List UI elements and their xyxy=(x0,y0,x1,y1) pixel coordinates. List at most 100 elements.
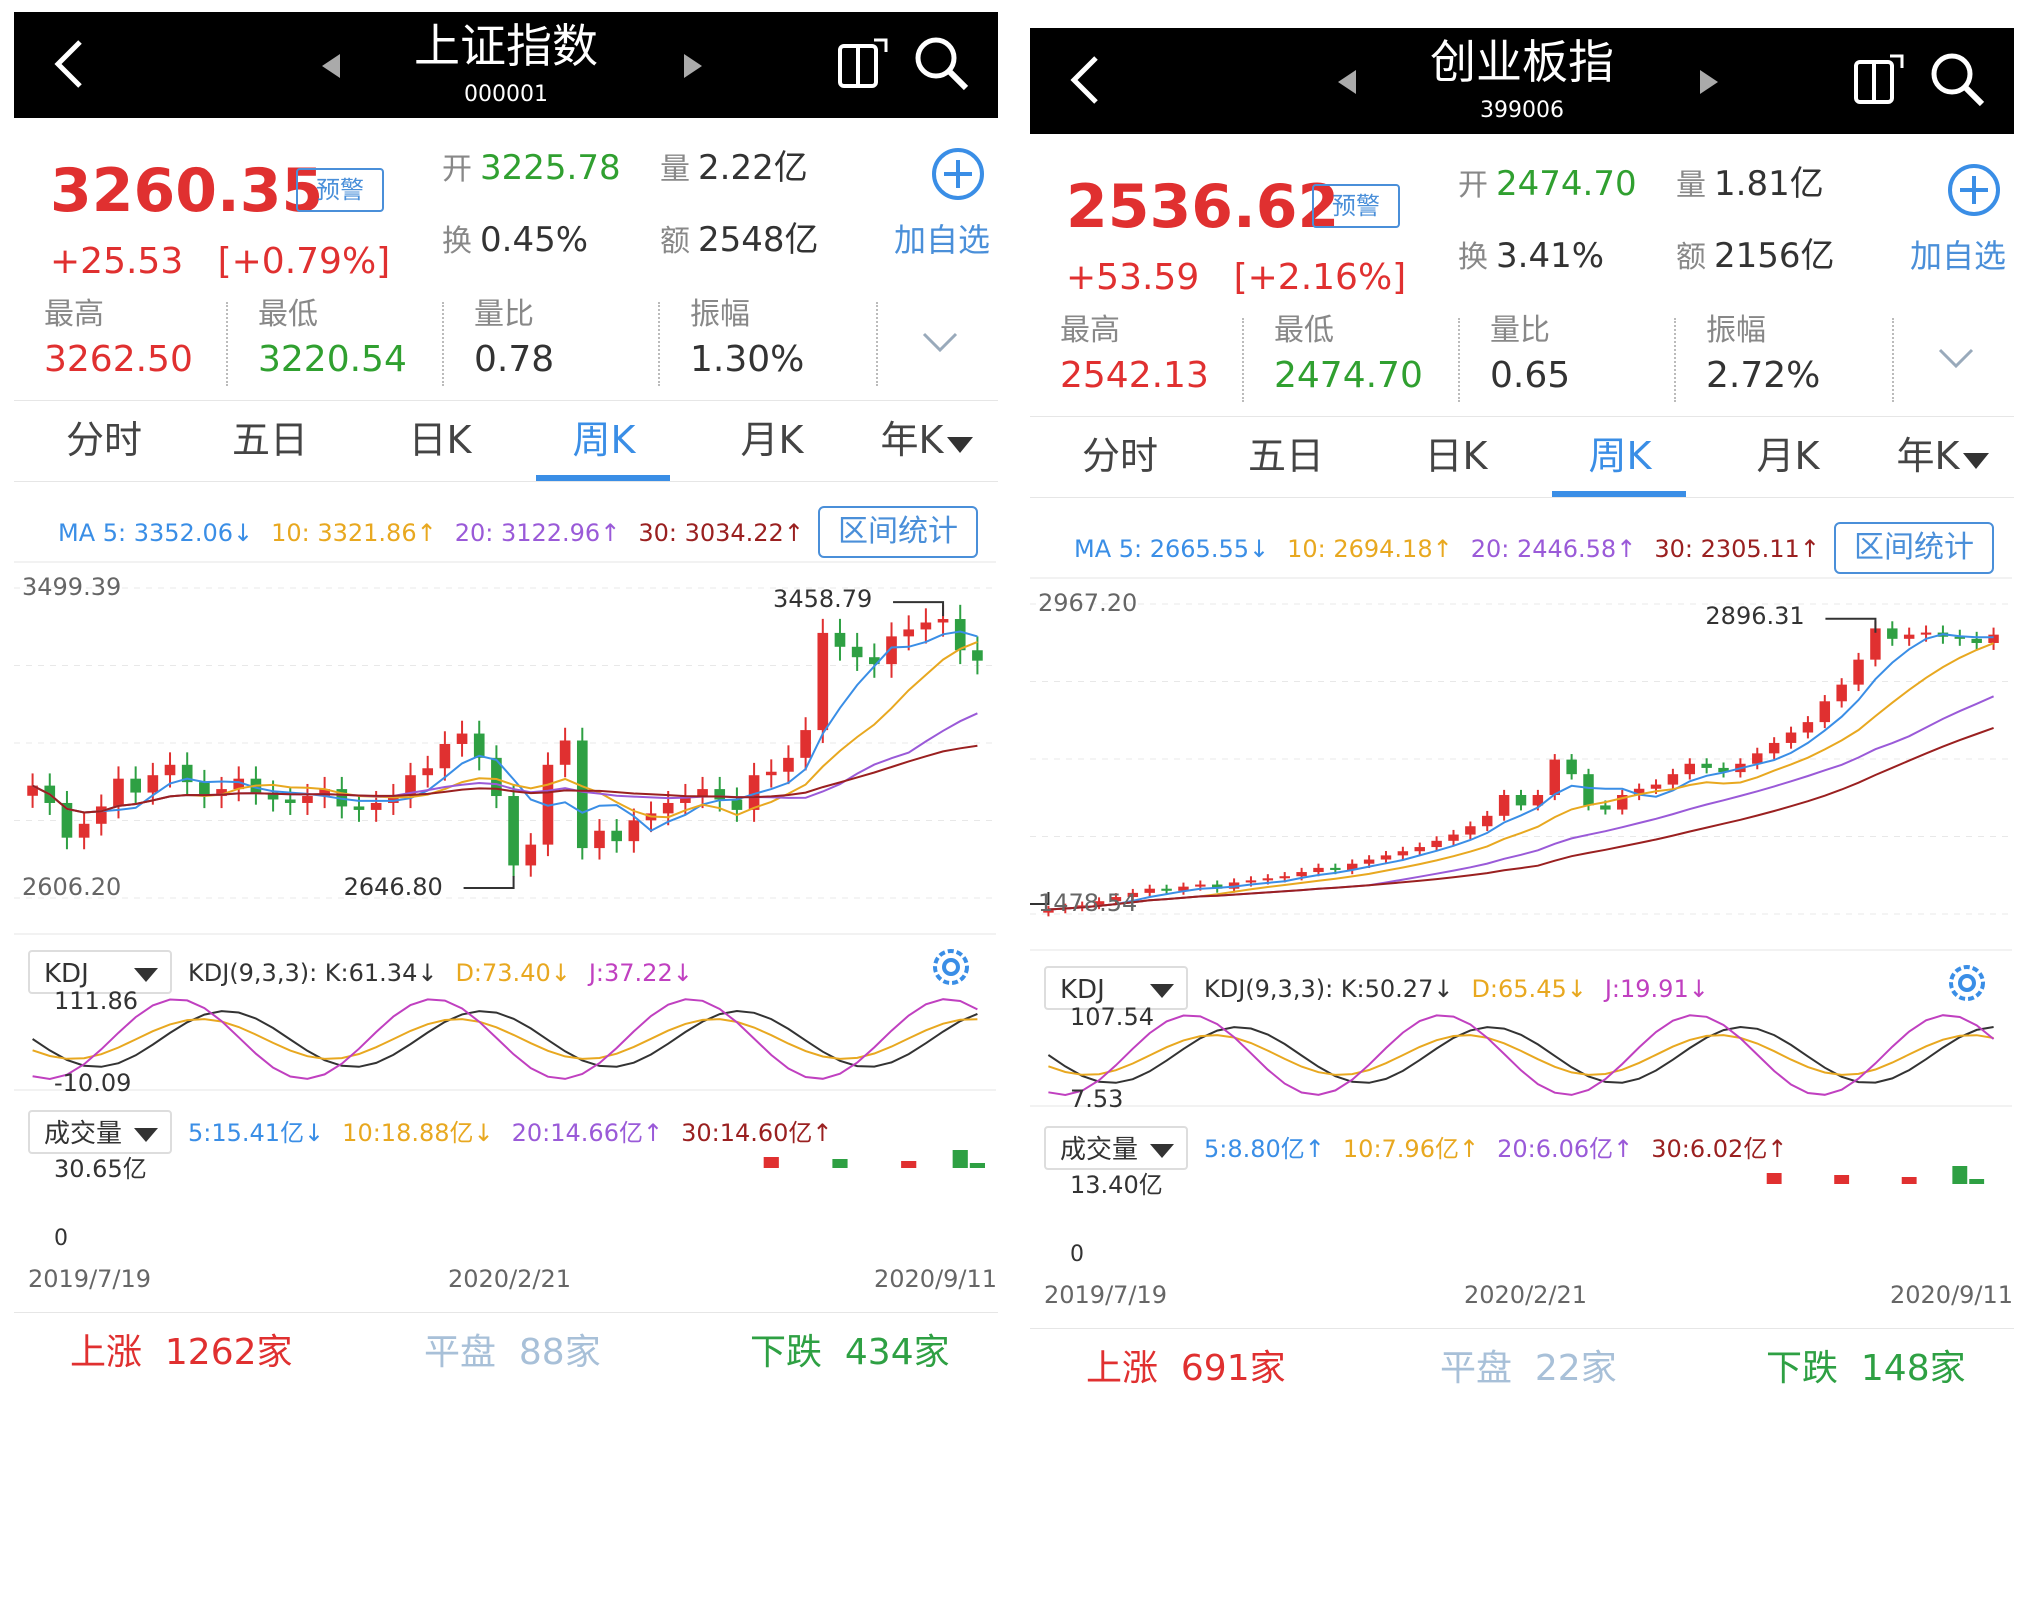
add-favorite-button[interactable]: 加自选 xyxy=(1910,237,2007,275)
kdj-k-line xyxy=(32,1009,978,1068)
candle-body xyxy=(1768,742,1780,754)
chevron-down-icon[interactable] xyxy=(1936,346,1976,370)
candle-body xyxy=(834,632,846,647)
tab-five-day[interactable]: 五日 xyxy=(231,418,308,462)
volume-select-label: 成交量 xyxy=(44,1119,123,1149)
tab-yearly-k[interactable]: 年K xyxy=(1888,417,1998,497)
tab-monthly-k[interactable]: 月K xyxy=(740,418,804,462)
candle-body xyxy=(1667,774,1679,785)
y-axis-bottom-label: 2606.20 xyxy=(22,873,122,901)
kline-chart[interactable] xyxy=(14,118,996,1168)
open-field: 开 2474.70 xyxy=(1458,162,1637,208)
candle-body xyxy=(1617,794,1628,810)
kline-chart[interactable] xyxy=(1030,134,2012,1184)
search-icon[interactable] xyxy=(912,34,972,94)
landscape-icon[interactable] xyxy=(834,36,890,92)
tab-five-day[interactable]: 五日 xyxy=(1247,434,1324,478)
add-icon[interactable] xyxy=(1946,162,2002,218)
period-tabs: 分时 五日 日K 周K 月K 年K xyxy=(14,400,998,482)
add-icon[interactable] xyxy=(930,146,986,202)
volume-bar xyxy=(901,1161,917,1168)
candle-body xyxy=(319,789,330,797)
alert-button[interactable]: 预警 xyxy=(296,168,384,212)
next-index-icon[interactable] xyxy=(682,52,704,80)
gear-icon[interactable] xyxy=(926,942,976,992)
candle-body xyxy=(714,789,726,800)
tab-daily-k[interactable]: 日K xyxy=(408,418,472,462)
ma30-label: 30: 3034.22↑ xyxy=(638,519,804,547)
candle-body xyxy=(954,619,966,651)
prev-index-icon[interactable] xyxy=(320,52,342,80)
candle-body xyxy=(1245,880,1257,883)
candle-body xyxy=(1380,855,1392,860)
tab-intraday[interactable]: 分时 xyxy=(65,418,142,462)
candle-body xyxy=(1752,753,1763,764)
volume-bar xyxy=(832,1159,848,1168)
gear-icon[interactable] xyxy=(1942,958,1992,1008)
advancers-count: 上涨 691家 xyxy=(1086,1348,1286,1389)
tab-daily-k[interactable]: 日K xyxy=(1424,434,1488,478)
volume-select[interactable]: 成交量 xyxy=(1044,1126,1188,1170)
range-stats-button[interactable]: 区间统计 xyxy=(1834,522,1994,574)
tab-weekly-k[interactable]: 周K xyxy=(572,418,636,462)
candle-body xyxy=(491,757,502,797)
vol10-label: 10:18.88亿↓ xyxy=(342,1119,494,1147)
landscape-icon[interactable] xyxy=(1850,52,1906,108)
candle-body xyxy=(1549,759,1560,795)
advancers-count: 上涨 1262家 xyxy=(70,1332,293,1373)
stat-high: 最高 2542.13 xyxy=(1060,310,1270,404)
volume-select[interactable]: 成交量 xyxy=(28,1110,172,1154)
kdj-select[interactable]: KDJ xyxy=(28,950,172,994)
vol30-label: 30:6.02亿↑ xyxy=(1651,1135,1788,1163)
candle-body xyxy=(1296,872,1307,877)
open-label: 开 xyxy=(1458,168,1488,203)
triangle-down-icon xyxy=(134,1128,158,1142)
search-icon[interactable] xyxy=(1928,50,1988,110)
candle-body xyxy=(336,789,348,807)
candle-body xyxy=(370,802,382,810)
volume-axis-top: 30.65亿 xyxy=(54,1155,147,1183)
candle-body xyxy=(1397,851,1409,856)
candle-body xyxy=(439,743,451,769)
ma10-label: 10: 2694.18↑ xyxy=(1287,535,1453,563)
kdj-select[interactable]: KDJ xyxy=(1044,966,1188,1010)
tab-monthly-k[interactable]: 月K xyxy=(1756,434,1820,478)
volume-bar xyxy=(1969,1179,1985,1184)
triangle-down-icon xyxy=(947,437,974,453)
range-stats-button[interactable]: 区间统计 xyxy=(818,506,978,558)
low-marker-line xyxy=(463,876,515,889)
tab-yearly-k[interactable]: 年K xyxy=(872,401,982,481)
ma10-line xyxy=(1048,642,1994,911)
candle-body xyxy=(783,757,794,772)
candle-body xyxy=(1583,774,1594,806)
kdj-axis-top: 107.54 xyxy=(1070,1003,1154,1031)
candle-body xyxy=(388,796,399,803)
volume-value: 2.22亿 xyxy=(698,148,808,188)
volume-bar xyxy=(1766,1173,1782,1184)
candle-body xyxy=(284,799,296,803)
volume-field: 量 2.22亿 xyxy=(660,146,808,192)
candle-body xyxy=(869,657,880,665)
tab-intraday[interactable]: 分时 xyxy=(1081,434,1158,478)
divider xyxy=(1242,318,1244,402)
kdj-k-label: KDJ(9,3,3): K:61.34↓ xyxy=(188,959,438,987)
chevron-down-icon[interactable] xyxy=(920,330,960,354)
vol5-label: 5:8.80亿↑ xyxy=(1204,1135,1325,1163)
candle-body xyxy=(473,733,485,758)
back-icon[interactable] xyxy=(50,36,90,92)
back-icon[interactable] xyxy=(1066,52,1106,108)
candle-body xyxy=(800,730,811,758)
candle-body xyxy=(1971,638,1982,643)
stats-row: 最高 3262.50 最低 3220.54 量比 0.78 振幅 1.30% xyxy=(14,294,998,388)
next-index-icon[interactable] xyxy=(1698,68,1720,96)
low-marker-label: 2646.80 xyxy=(343,873,443,901)
unchanged-count: 平盘 22家 xyxy=(1440,1348,1617,1389)
tab-weekly-k[interactable]: 周K xyxy=(1588,434,1652,478)
add-favorite-button[interactable]: 加自选 xyxy=(894,221,991,259)
volume-value: 1.81亿 xyxy=(1714,164,1824,204)
prev-index-icon[interactable] xyxy=(1336,68,1358,96)
alert-button[interactable]: 预警 xyxy=(1312,184,1400,228)
candle-body xyxy=(1346,863,1358,870)
index-title: 创业板指 xyxy=(1430,35,1614,89)
candle-body xyxy=(1363,859,1375,864)
